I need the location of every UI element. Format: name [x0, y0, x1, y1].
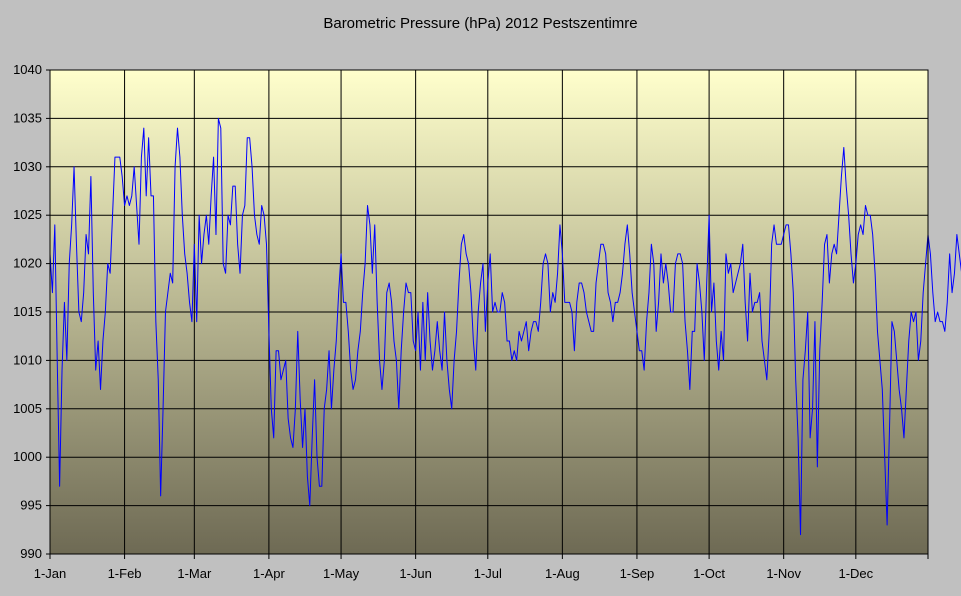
x-tick-label: 1-Jan [34, 566, 67, 581]
x-tick-label: 1-Feb [108, 566, 142, 581]
x-tick-label: 1-Oct [693, 566, 725, 581]
chart-title: Barometric Pressure (hPa) 2012 Pestszent… [323, 15, 638, 32]
y-tick-label: 1005 [13, 401, 42, 416]
x-tick-label: 1-Apr [253, 566, 285, 581]
x-tick-label: 1-Sep [620, 566, 655, 581]
x-tick-label: 1-Jul [474, 566, 502, 581]
y-tick-label: 1000 [13, 449, 42, 464]
series-layer [49, 117, 961, 536]
y-tick-label: 1035 [13, 110, 42, 125]
x-tick-label: 1-Aug [545, 566, 580, 581]
y-tick-label: 1040 [13, 62, 42, 77]
x-tick-label: 1-Dec [838, 566, 873, 581]
x-tick-label: 1-Mar [177, 566, 212, 581]
y-tick-label: 1015 [13, 304, 42, 319]
series-line-0 [49, 117, 961, 536]
axes: 990 995 1000 1005 1010 1015 1020 1025 1030 1035 10… [13, 62, 929, 581]
y-tick-label: 990 [20, 546, 42, 561]
y-tick-label: 1020 [13, 256, 42, 271]
y-tick-label: 995 [20, 498, 42, 513]
x-tick-label: 1-May [323, 566, 360, 581]
y-tick-label: 1030 [13, 159, 42, 174]
y-tick-label: 1010 [13, 352, 42, 367]
x-tick-label: 1-Nov [766, 566, 801, 581]
y-tick-label: 1025 [13, 207, 42, 222]
x-tick-label: 1-Jun [399, 566, 432, 581]
